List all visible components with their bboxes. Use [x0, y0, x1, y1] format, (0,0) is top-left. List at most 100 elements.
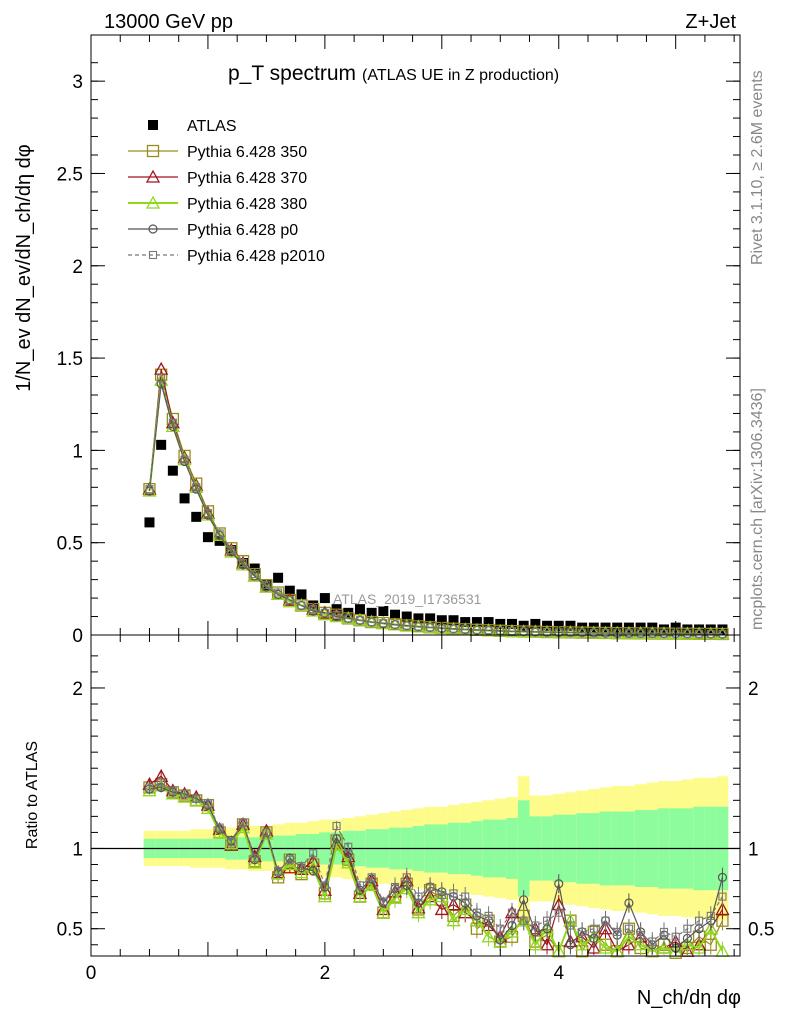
ratio-point-p370 — [621, 937, 637, 951]
ratio-line-p0 — [149, 786, 724, 949]
ratio-point-p2010 — [367, 873, 376, 882]
legend-marker — [145, 169, 161, 183]
ratio-point-p2010 — [624, 924, 633, 933]
main-point-atlas — [354, 604, 365, 615]
legend-label: Pythia 6.428 p0 — [187, 222, 298, 239]
ratio-point-p0 — [717, 872, 728, 882]
ratio-point-p370 — [715, 902, 730, 916]
ratio-point-p2010 — [215, 823, 224, 832]
ratio-point-p2010 — [507, 908, 517, 917]
ratio-point-p380 — [504, 924, 520, 938]
main-point-p2010 — [203, 509, 212, 518]
ratio-point-p2010 — [543, 916, 552, 925]
ratio-point-p380 — [656, 940, 672, 954]
ratio-point-p2010 — [227, 837, 236, 847]
ratio-point-p2010 — [157, 778, 166, 787]
ratio-point-p0 — [331, 834, 342, 844]
ratio-point-p2010 — [426, 882, 435, 892]
ratio-point-p380 — [621, 929, 637, 943]
ratio-point-p370 — [539, 937, 555, 951]
ratio-point-p2010 — [449, 889, 458, 898]
legend-marker — [146, 144, 160, 158]
main-point-atlas — [483, 617, 494, 628]
ratio-point-p0 — [308, 866, 318, 876]
legend-marker — [148, 120, 158, 130]
ratio-point-p2010 — [648, 937, 657, 946]
main-point-p2010 — [449, 624, 458, 633]
main-point-p2010 — [227, 546, 236, 555]
ratio-point-p2010 — [192, 794, 201, 803]
ratio-point-p380 — [423, 892, 438, 906]
main-point-p2010 — [344, 614, 353, 623]
main-point-p2010 — [636, 629, 645, 638]
ratio-point-p380 — [691, 940, 707, 954]
ratio-y-axis-label: Ratio to ATLAS — [24, 741, 41, 849]
ratio-point-p2010 — [659, 927, 669, 936]
main-y-tick-label: 2 — [72, 257, 83, 278]
main-point-atlas — [296, 589, 307, 600]
ratio-point-p2010 — [706, 911, 715, 920]
main-point-p2010 — [180, 455, 189, 464]
legend: ATLAS Pythia 6.428 350 Pythia 6.428 370 Pyt… — [128, 118, 325, 265]
ratio-point-p380 — [458, 902, 473, 916]
main-point-atlas — [471, 617, 482, 628]
ratio-point-p370 — [446, 897, 461, 911]
main-point-atlas — [202, 532, 213, 543]
chart-title-note: (ATLAS UE in Z production) — [362, 67, 559, 84]
main-point-atlas — [413, 613, 424, 624]
ratio-point-p380 — [376, 905, 391, 919]
main-point-p2010 — [461, 625, 470, 634]
main-point-p2010 — [659, 629, 669, 638]
legend-label: Pythia 6.428 380 — [187, 196, 307, 213]
main-point-p2010 — [426, 623, 435, 632]
axis-ticks: 0 0.5 1 1.5 2 2.5 3 0 2 4 0.5 0.5 1 1 2 2 — [57, 35, 774, 984]
ratio-point-p2010 — [402, 873, 411, 882]
main-point-p2010 — [484, 626, 493, 635]
main-point-p2010 — [145, 485, 154, 494]
legend-label: Pythia 6.428 350 — [187, 144, 307, 161]
ratio-point-p2010 — [566, 921, 575, 930]
ratio-point-p380 — [633, 937, 648, 951]
ratio-point-p2010 — [437, 890, 446, 900]
ratio-point-p2010 — [554, 908, 563, 917]
legend-label: Pythia 6.428 370 — [187, 170, 307, 187]
main-point-atlas — [506, 618, 517, 629]
main-point-p2010 — [250, 570, 259, 579]
ratio-point-p2010 — [250, 854, 259, 863]
ratio-point-p370 — [598, 921, 613, 935]
ratio-point-p370 — [434, 902, 449, 916]
legend-label: ATLAS — [187, 118, 237, 135]
main-y-tick-label: 3 — [72, 72, 83, 93]
main-point-p2010 — [355, 616, 365, 625]
main-point-atlas — [179, 493, 190, 504]
rivet-label: Rivet 3.1.10, ≥ 2.6M events — [749, 70, 766, 265]
ratio-point-p2010 — [472, 908, 481, 917]
main-point-atlas — [436, 615, 447, 626]
ratio-y-tick-label: 0.5 — [57, 920, 83, 941]
main-y-axis-label: 1/N_ev dN_ev/dN_ch/dη dφ — [13, 144, 35, 392]
main-point-atlas — [460, 617, 471, 628]
main-point-p2010 — [309, 605, 318, 614]
ratio-point-p2010 — [578, 927, 587, 936]
main-point-p2010 — [390, 620, 400, 629]
ratio-series-layer — [142, 768, 730, 959]
x-tick-label: 0 — [86, 963, 97, 984]
ratio-point-p2010 — [274, 866, 283, 875]
main-point-atlas — [156, 439, 167, 450]
main-point-p2010 — [706, 629, 715, 638]
process-label: Z+Jet — [685, 11, 736, 33]
ratio-point-p2010 — [309, 849, 318, 858]
main-point-p2010 — [367, 618, 376, 627]
main-y-tick-label: 1 — [72, 441, 83, 462]
main-y-tick-label: 0 — [72, 626, 83, 647]
main-point-atlas — [284, 585, 295, 596]
main-point-atlas — [191, 511, 202, 522]
ratio-point-p2010 — [461, 892, 470, 901]
main-point-p2010 — [601, 628, 610, 638]
legend-marker — [145, 195, 161, 209]
x-tick-label: 4 — [553, 963, 564, 984]
main-point-p2010 — [683, 629, 692, 638]
ratio-point-p2010 — [390, 882, 400, 892]
ratio-point-p0 — [519, 895, 529, 905]
